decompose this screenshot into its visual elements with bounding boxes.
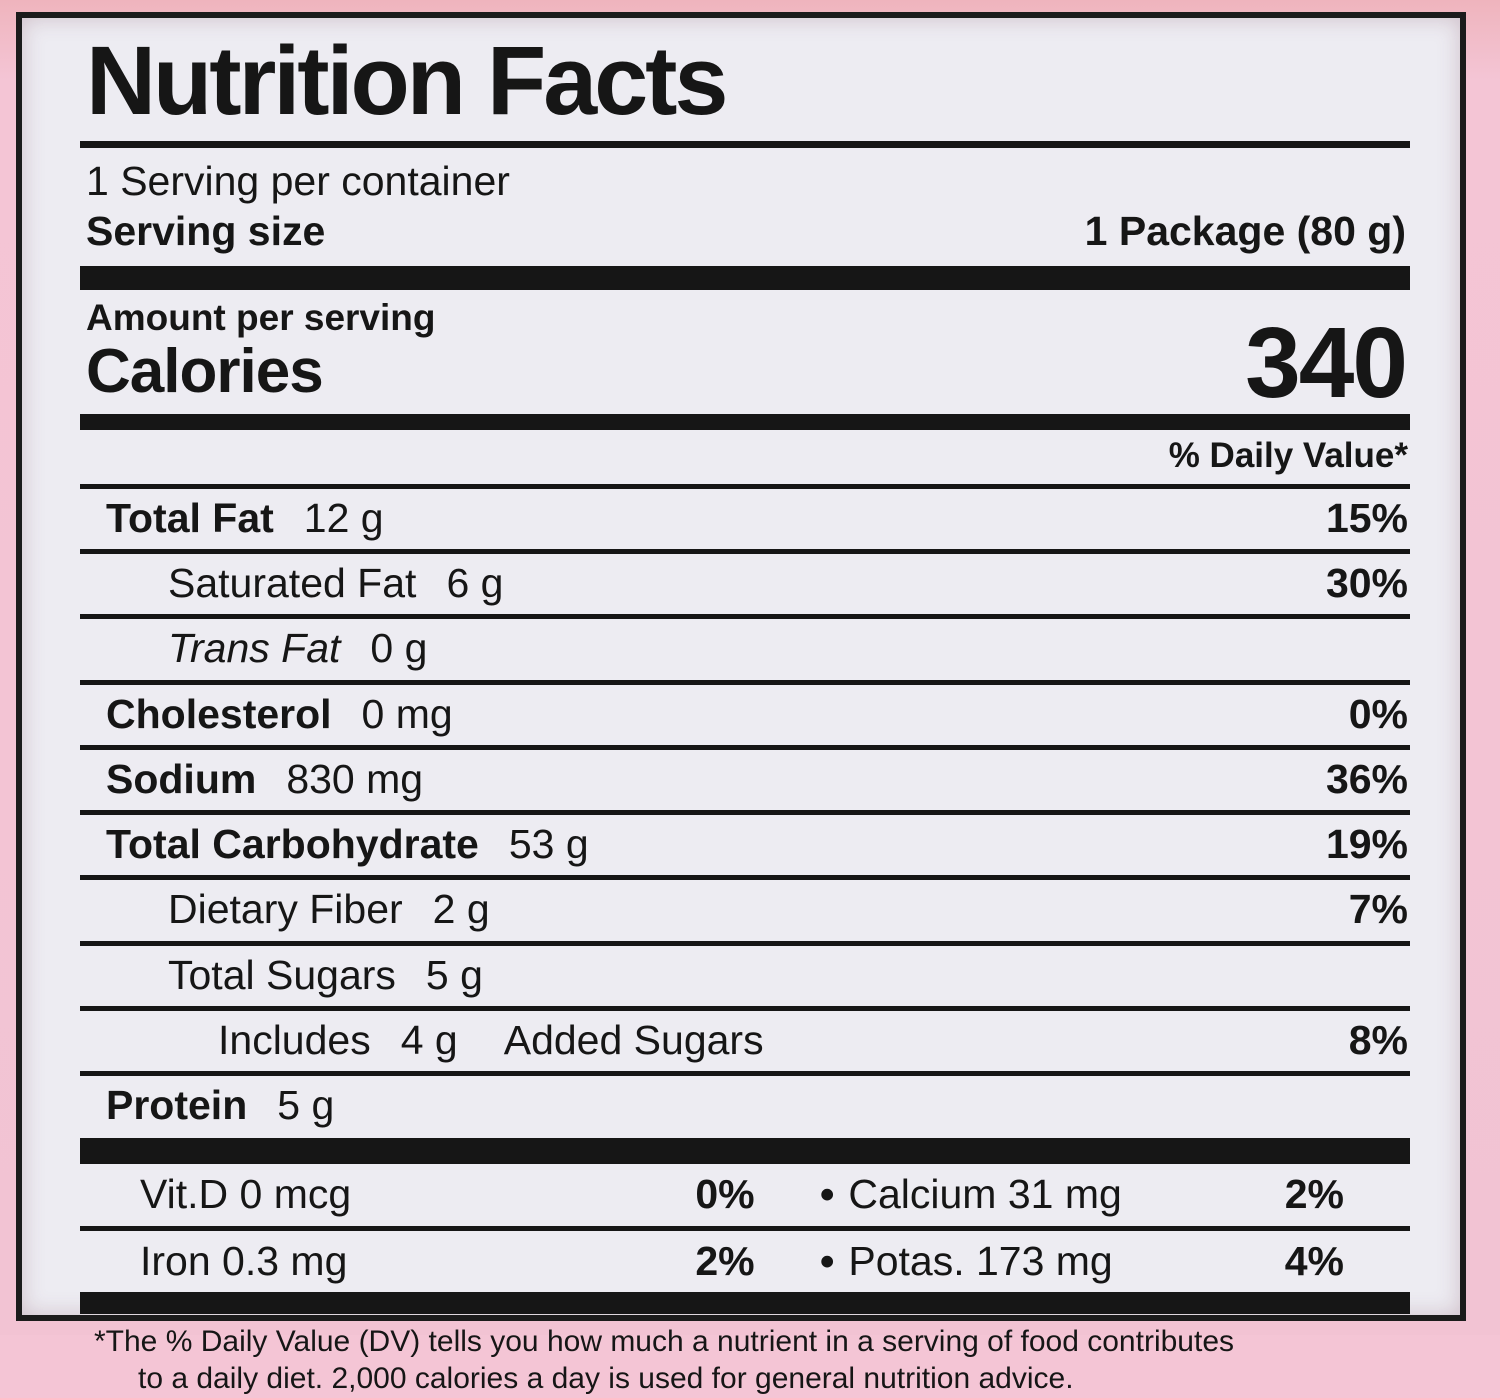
micronutrient-right-name: Calcium 31 mg: [848, 1171, 1121, 1217]
nutrient-amount: 0 g: [370, 626, 427, 670]
micronutrient-left: Vit.D 0 mcg: [140, 1172, 640, 1216]
footnote-line-2: to a daily diet. 2,000 calories a day is…: [94, 1361, 1410, 1398]
amount-per-serving-label: Amount per serving: [86, 298, 436, 339]
micronutrient-right-dv: 4%: [1258, 1239, 1408, 1283]
label-title: Nutrition Facts: [80, 32, 1410, 131]
micronutrient-right-dv: 2%: [1258, 1172, 1408, 1216]
nutrient-row-sodium: Sodium 830 mg 36%: [80, 750, 1410, 815]
bullet-icon: •: [820, 1238, 834, 1284]
serving-size-label: Serving size: [86, 206, 325, 256]
micronutrient-right: • Calcium 31 mg: [810, 1172, 1258, 1216]
nutrient-amount: 4 g: [401, 1018, 458, 1062]
nutrition-facts-label: Nutrition Facts 1 Serving per container …: [16, 12, 1466, 1321]
nutrient-row-saturated-fat: Saturated Fat 6 g 30%: [80, 554, 1410, 619]
micronutrient-right: • Potas. 173 mg: [810, 1239, 1258, 1283]
nutrient-row-total-fat: Total Fat 12 g 15%: [80, 489, 1410, 554]
nutrient-name: Protein: [106, 1083, 247, 1127]
nutrient-daily-value: 8%: [1349, 1018, 1408, 1062]
nutrient-daily-value: 30%: [1326, 561, 1408, 605]
serving-size-value: 1 Package (80 g): [1085, 206, 1406, 256]
nutrient-row-dietary-fiber: Dietary Fiber 2 g 7%: [80, 880, 1410, 945]
nutrient-row-added-sugars: Includes 4 g Added Sugars 8%: [80, 1011, 1410, 1076]
nutrient-name: Cholesterol: [106, 692, 332, 736]
nutrient-name: Trans Fat: [168, 626, 340, 670]
nutrient-row-total-sugars: Total Sugars 5 g: [80, 946, 1410, 1011]
nutrient-name: Total Fat: [106, 496, 274, 540]
micronutrient-row-vitd-calcium: Vit.D 0 mcg 0% • Calcium 31 mg 2%: [80, 1164, 1410, 1230]
calories-section: Amount per serving Calories 340: [80, 290, 1410, 406]
footnote-line-1: *The % Daily Value (DV) tells you how mu…: [94, 1324, 1410, 1361]
daily-value-footnote: *The % Daily Value (DV) tells you how mu…: [80, 1314, 1410, 1398]
micronutrient-left-dv: 0%: [640, 1172, 810, 1216]
nutrient-suffix: Added Sugars: [504, 1018, 764, 1062]
nutrient-amount: 2 g: [433, 887, 490, 931]
nutrient-amount: 5 g: [426, 953, 483, 997]
nutrient-amount: 6 g: [446, 561, 503, 605]
thick-divider-calories: [80, 414, 1410, 430]
serving-info: 1 Serving per container Serving size 1 P…: [80, 148, 1410, 256]
nutrient-daily-value: 19%: [1326, 822, 1408, 866]
micronutrient-left: Iron 0.3 mg: [140, 1239, 640, 1283]
nutrient-row-trans-fat: Trans Fat 0 g: [80, 619, 1410, 684]
calories-label: Calories: [86, 339, 436, 404]
nutrient-amount: 12 g: [304, 496, 384, 540]
servings-per-container: 1 Serving per container: [86, 156, 1406, 206]
nutrient-row-total-carbohydrate: Total Carbohydrate 53 g 19%: [80, 815, 1410, 880]
nutrient-daily-value: 36%: [1326, 757, 1408, 801]
title-divider: [80, 141, 1410, 148]
micronutrient-row-iron-potassium: Iron 0.3 mg 2% • Potas. 173 mg 4%: [80, 1231, 1410, 1292]
bullet-icon: •: [820, 1171, 834, 1217]
nutrient-row-protein: Protein 5 g: [80, 1076, 1410, 1136]
nutrient-name: Dietary Fiber: [168, 887, 403, 931]
micronutrient-left-dv: 2%: [640, 1239, 810, 1283]
thick-divider-footnote: [80, 1292, 1410, 1314]
micronutrient-right-name: Potas. 173 mg: [848, 1238, 1112, 1284]
nutrient-name: Saturated Fat: [168, 561, 416, 605]
calories-value: 340: [1245, 322, 1406, 404]
nutrient-amount: 830 mg: [286, 757, 423, 801]
nutrient-name: Total Carbohydrate: [106, 822, 479, 866]
nutrient-daily-value: 0%: [1349, 692, 1408, 736]
nutrient-row-cholesterol: Cholesterol 0 mg 0%: [80, 685, 1410, 750]
daily-value-header: % Daily Value*: [80, 430, 1410, 489]
nutrient-amount: 5 g: [277, 1083, 334, 1127]
nutrient-name: Includes: [218, 1018, 371, 1062]
nutrient-daily-value: 15%: [1326, 496, 1408, 540]
nutrient-daily-value: 7%: [1349, 887, 1408, 931]
thick-divider-top: [80, 266, 1410, 290]
thick-divider-micronutrients: [80, 1138, 1410, 1164]
nutrient-name: Total Sugars: [168, 953, 396, 997]
nutrient-amount: 53 g: [509, 822, 589, 866]
nutrient-name: Sodium: [106, 757, 256, 801]
nutrient-amount: 0 mg: [362, 692, 453, 736]
